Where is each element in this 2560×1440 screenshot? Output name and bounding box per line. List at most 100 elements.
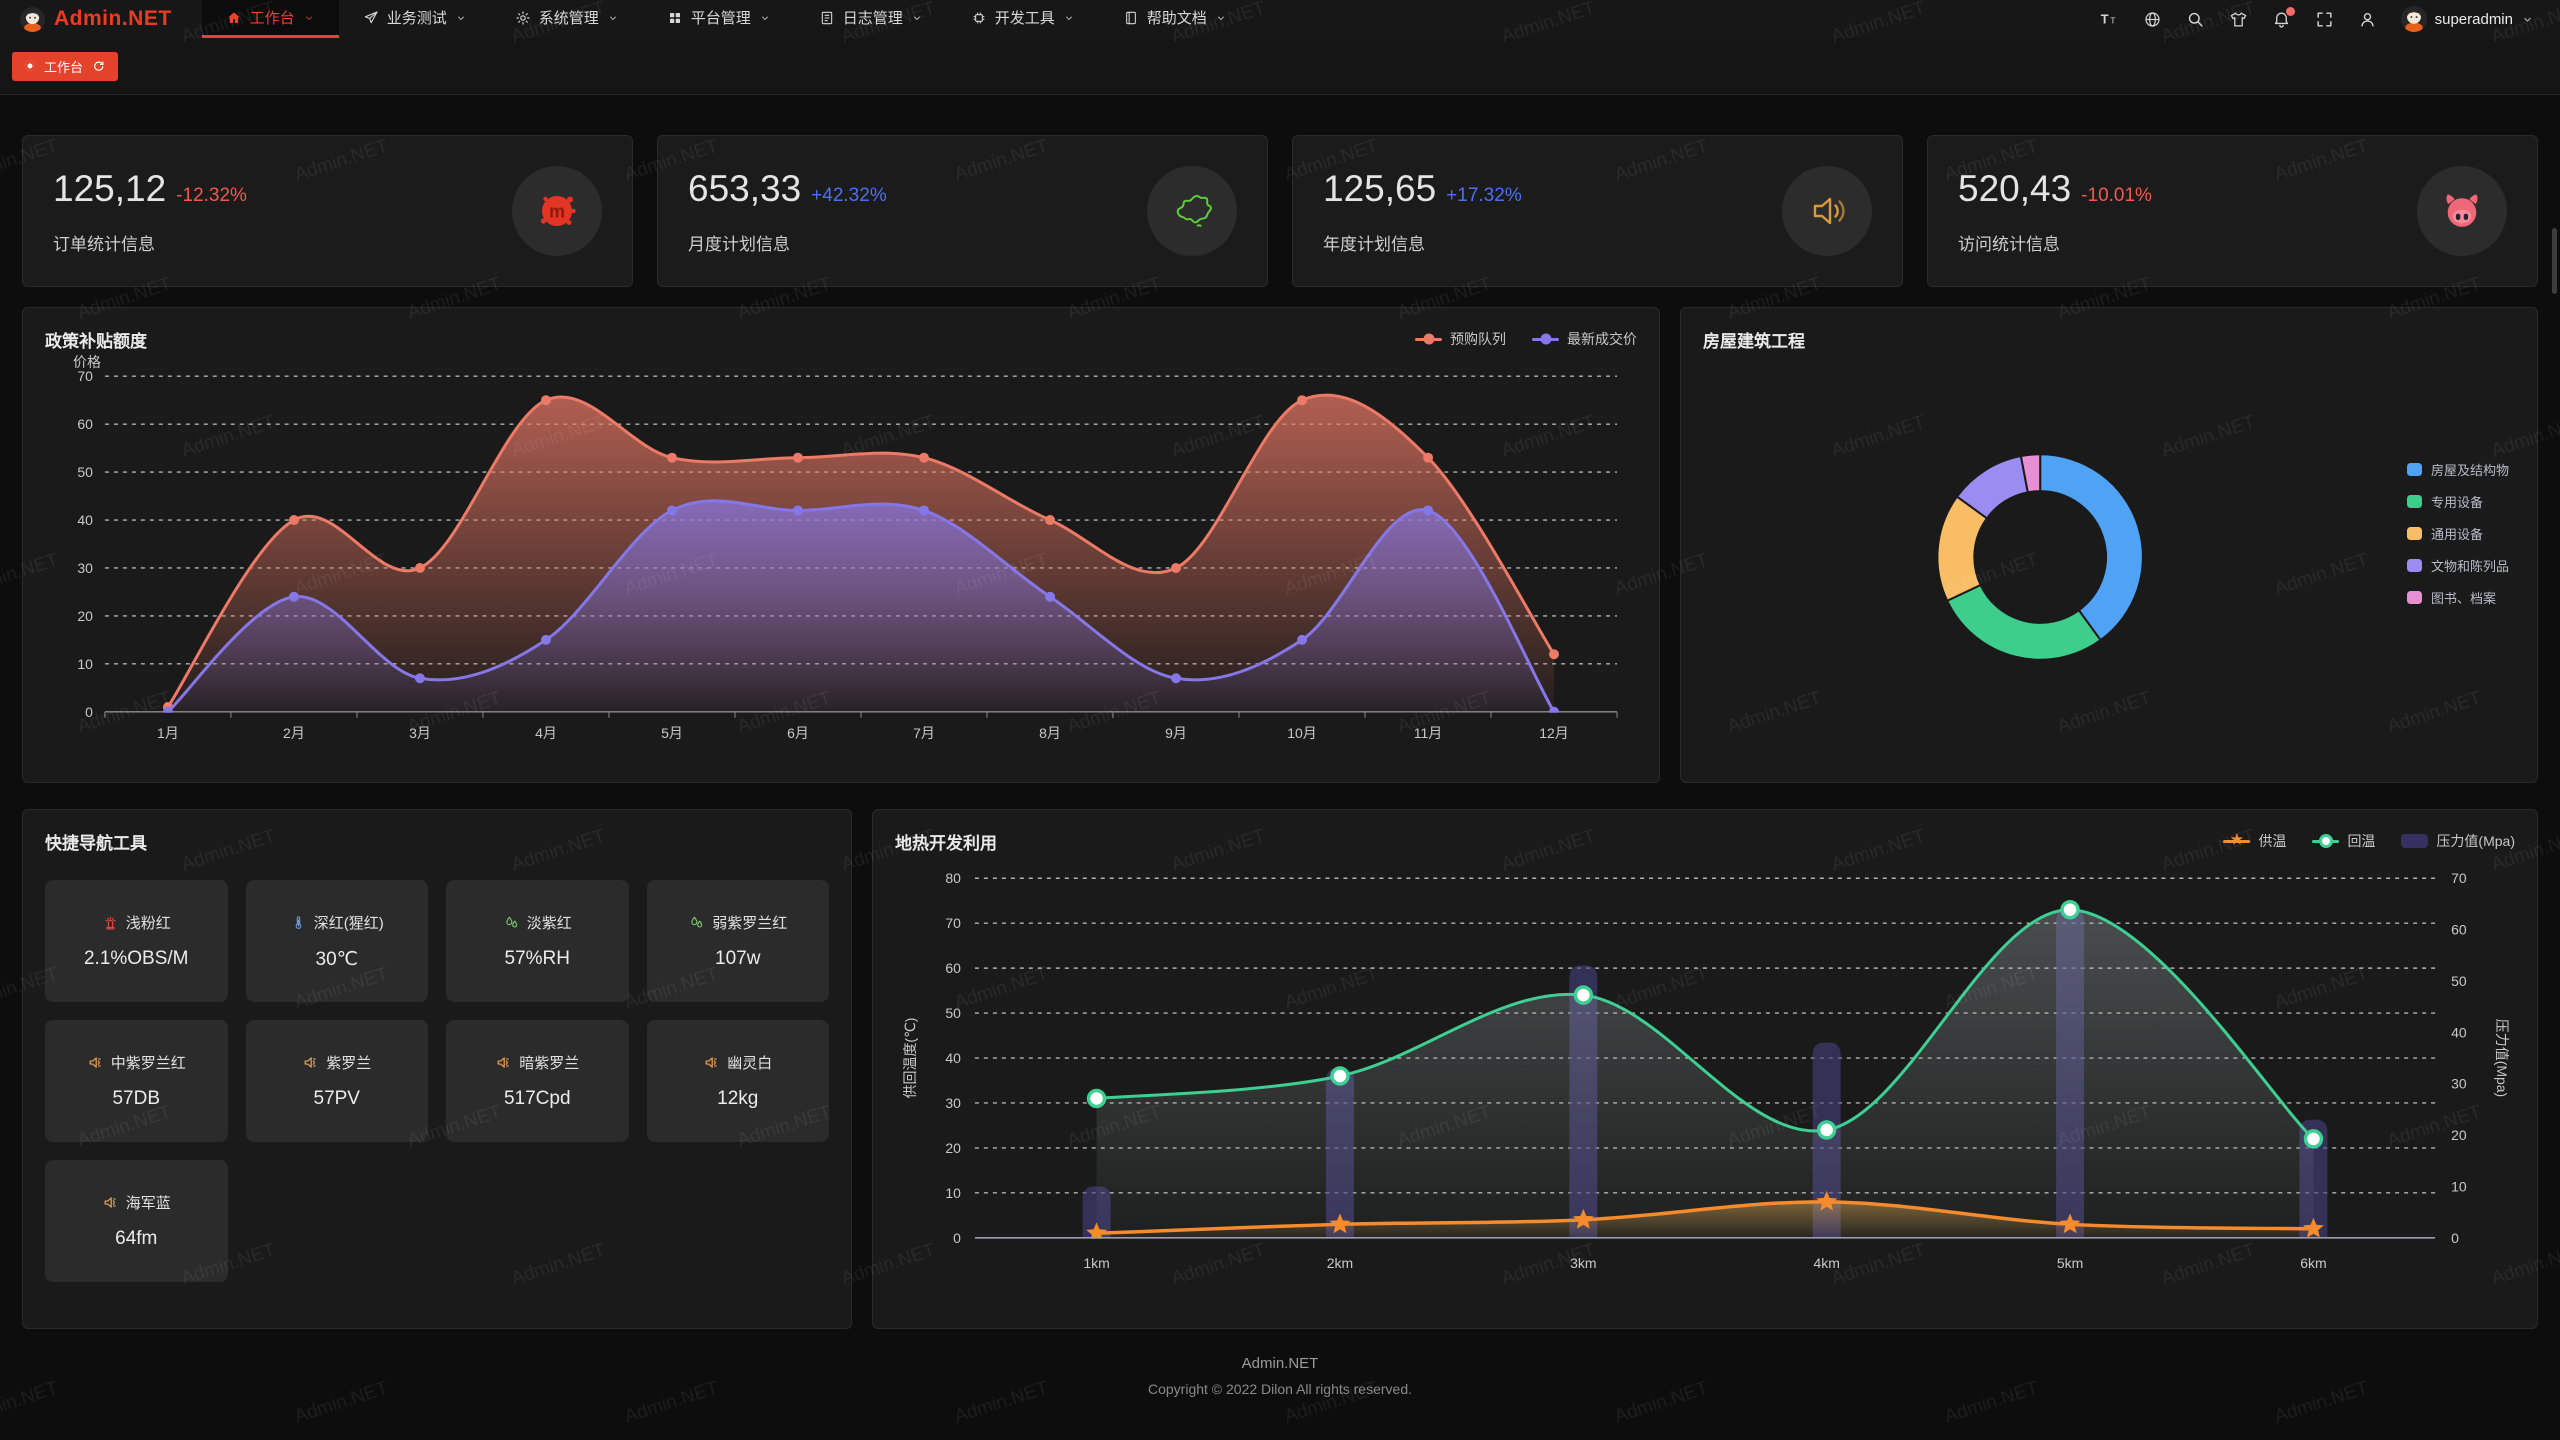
nav-item-1[interactable]: 工作台: [201, 0, 339, 38]
stat-label: 月度计划信息: [688, 234, 790, 254]
china-map-icon: [1147, 166, 1237, 256]
legend-item[interactable]: 预购队列: [1415, 329, 1506, 349]
bell-icon[interactable]: [2272, 6, 2295, 29]
chevron-down-icon: [759, 12, 771, 24]
meetup-icon: m: [512, 166, 602, 256]
svg-text:4月: 4月: [535, 725, 557, 741]
quick-nav-button[interactable]: 浅粉红 2.1%OBS/M: [45, 880, 228, 1002]
stat-card-body: 520,43 -10.01% 访问统计信息: [1958, 168, 2152, 255]
nav-item-2[interactable]: 业务测试: [339, 0, 491, 38]
stat-card: 653,33 +42.32% 月度计划信息: [657, 135, 1268, 287]
donut-legend-item[interactable]: 通用设备: [2406, 524, 2509, 543]
quick-nav-top: 弱紫罗兰红: [688, 912, 787, 933]
quick-nav-button[interactable]: 紫罗兰 57PV: [245, 1020, 428, 1142]
main-menu: 工作台 业务测试 系统管理 平台管理 日志管理 开发工具 帮助文档: [201, 0, 1251, 38]
nav-item-4[interactable]: 平台管理: [643, 0, 795, 38]
quick-nav-top: 深红(猩红): [290, 912, 384, 933]
svg-text:T: T: [2110, 15, 2116, 25]
donut-legend-item[interactable]: 专用设备: [2406, 492, 2509, 511]
drops-icon: [688, 914, 705, 931]
legend-label: 压力值(Mpa): [2436, 833, 2515, 849]
nav-item-label: 平台管理: [690, 10, 751, 27]
legend-label: 预购队列: [1450, 331, 1506, 347]
quick-nav-panel: 快捷导航工具 浅粉红 2.1%OBS/M 深红(猩红) 30℃ 淡紫红 57%RH 弱紫罗兰…: [22, 809, 852, 1329]
nav-item-7[interactable]: 帮助文档: [1099, 0, 1251, 38]
svg-text:70: 70: [2451, 870, 2467, 886]
svg-text:50: 50: [77, 464, 93, 480]
scrollbar-thumb[interactable]: [2552, 228, 2557, 294]
legend-item[interactable]: 回温: [2312, 831, 2375, 851]
svg-text:11月: 11月: [1414, 725, 1442, 741]
donut-legend-item[interactable]: 房屋及结构物: [2406, 460, 2509, 479]
quick-nav-label: 浅粉红: [125, 915, 171, 932]
quick-nav-top: 浅粉红: [102, 912, 171, 933]
stat-delta: +42.32%: [811, 184, 887, 206]
building-donut-chart: [1703, 352, 2515, 757]
subsidy-chart-panel: 政策补贴额度 预购队列 最新成交价 价格 0 10 20 30 40 50 60 70 1月 2月 3月…: [22, 307, 1660, 783]
quick-nav-value: 2.1%OBS/M: [83, 948, 189, 969]
quick-nav-value: 107w: [715, 948, 761, 969]
send-icon: [363, 10, 379, 26]
legend-item[interactable]: 压力值(Mpa): [2401, 831, 2515, 851]
svg-text:80: 80: [945, 870, 961, 886]
stat-card-body: 125,65 +17.32% 年度计划信息: [1323, 168, 1522, 255]
speaker-small-icon: [302, 1054, 319, 1071]
svg-text:5km: 5km: [2057, 1255, 2083, 1271]
svg-text:30: 30: [77, 560, 93, 576]
legend-label: 图书、档案: [2430, 591, 2496, 606]
quick-nav-label: 弱紫罗兰红: [712, 915, 788, 932]
svg-text:压力值(Mpa): 压力值(Mpa): [2494, 1019, 2510, 1097]
svg-text:0: 0: [2451, 1230, 2459, 1246]
thermometer-icon: [290, 914, 307, 931]
user-icon[interactable]: [2358, 10, 2377, 29]
quick-nav-button[interactable]: 弱紫罗兰红 107w: [646, 880, 829, 1002]
nav-item-6[interactable]: 开发工具: [947, 0, 1099, 38]
quick-nav-button[interactable]: 深红(猩红) 30℃: [245, 880, 428, 1002]
stat-number-row: 125,65 +17.32%: [1323, 168, 1522, 210]
donut-legend-item[interactable]: 文物和陈列品: [2406, 556, 2509, 575]
quick-nav-button[interactable]: 淡紫红 57%RH: [446, 880, 629, 1002]
theme-icon[interactable]: [2229, 10, 2248, 29]
legend-item[interactable]: ★ 供温: [2223, 831, 2286, 851]
quick-nav-top: 紫罗兰: [302, 1052, 371, 1073]
quick-nav-button[interactable]: 暗紫罗兰 517Cpd: [446, 1020, 629, 1142]
svg-text:7月: 7月: [913, 725, 935, 741]
nav-item-5[interactable]: 日志管理: [795, 0, 947, 38]
legend-swatch: [2406, 591, 2422, 604]
quick-nav-button[interactable]: 幽灵白 12kg: [646, 1020, 829, 1142]
legend-star: ★: [2229, 831, 2245, 849]
legend-ring: [2318, 834, 2333, 848]
quick-nav-top: 幽灵白: [703, 1052, 772, 1073]
quick-nav-label: 紫罗兰: [326, 1055, 372, 1072]
donut-legend: 房屋及结构物 专用设备通用设备文物和陈列品图书、档案: [2406, 460, 2509, 607]
user-menu[interactable]: superadmin: [2400, 6, 2534, 32]
stat-label: 访问统计信息: [1958, 234, 2060, 254]
legend-label: 通用设备: [2430, 527, 2483, 542]
stat-value: 520,43: [1958, 167, 2072, 209]
stat-delta: -12.32%: [176, 184, 247, 206]
quick-nav-button[interactable]: 海军蓝 64fm: [45, 1160, 228, 1282]
language-icon[interactable]: [2143, 10, 2162, 29]
legend-item[interactable]: 最新成交价: [1532, 329, 1637, 349]
svg-text:3km: 3km: [1570, 1255, 1596, 1271]
legend-label: 供温: [2258, 833, 2287, 849]
svg-text:10月: 10月: [1287, 725, 1317, 741]
quick-nav-value: 57%RH: [504, 948, 570, 969]
svg-text:40: 40: [2451, 1024, 2467, 1040]
donut-legend-item[interactable]: 图书、档案: [2406, 588, 2509, 607]
fullscreen-icon[interactable]: [2315, 10, 2334, 29]
tab-workbench[interactable]: 工作台: [12, 51, 119, 81]
speaker-small-icon: [102, 1194, 119, 1211]
logo[interactable]: Admin.NET: [0, 0, 202, 38]
legend-line-marker: [1532, 333, 1559, 345]
quick-nav-label: 暗紫罗兰: [519, 1055, 580, 1072]
refresh-icon[interactable]: [92, 60, 105, 73]
panel-title: 房屋建筑工程: [1703, 331, 1805, 351]
quick-nav-button[interactable]: 中紫罗兰红 57DB: [45, 1020, 228, 1142]
search-icon[interactable]: [2186, 10, 2205, 29]
nav-item-3[interactable]: 系统管理: [491, 0, 643, 38]
svg-text:70: 70: [945, 915, 961, 931]
